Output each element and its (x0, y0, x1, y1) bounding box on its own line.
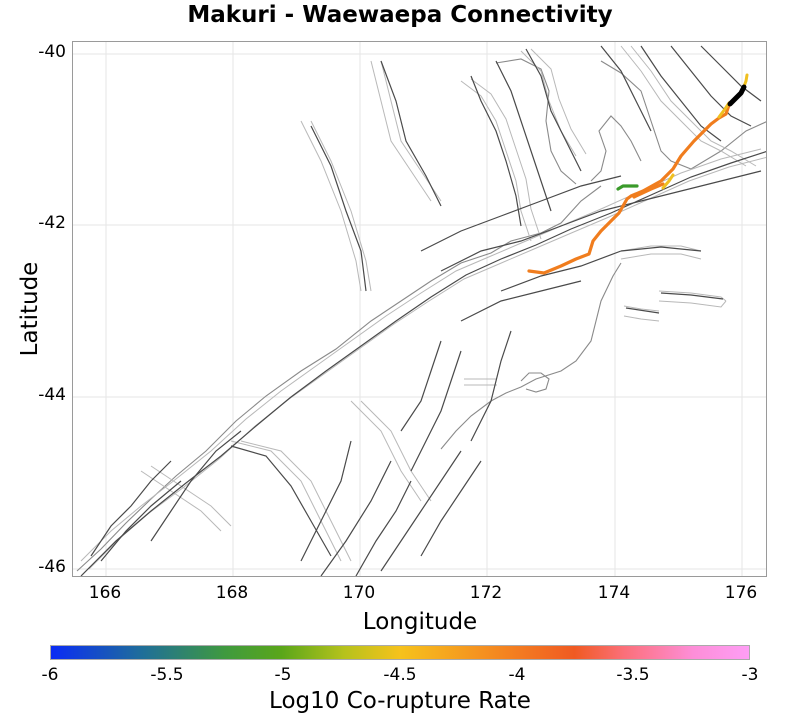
chart-title: Makuri - Waewaepa Connectivity (187, 2, 613, 28)
coastline (76, 58, 766, 572)
map-plot-area (72, 41, 767, 577)
y-axis-label: Latitude (17, 261, 43, 357)
x-tick: 170 (342, 583, 376, 603)
rupture-black-source (727, 84, 747, 107)
y-tick: -46 (38, 557, 66, 577)
rupture-orange-branch (632, 182, 665, 199)
x-tick: 174 (597, 583, 631, 603)
fault-traces (80, 45, 766, 576)
gridlines (73, 42, 766, 576)
y-tick: -42 (38, 213, 66, 233)
y-tick: -44 (38, 385, 66, 405)
rupture-yellow-2 (717, 101, 731, 119)
x-tick: 168 (215, 583, 249, 603)
x-axis-label: Longitude (362, 609, 478, 635)
x-tick: 176 (724, 583, 758, 603)
colorbar-tick: -5 (274, 665, 292, 685)
rupture-yellow-1 (661, 173, 675, 190)
fault-surface-outlines (80, 45, 766, 570)
colorbar-tick: -4.5 (383, 665, 417, 685)
map-canvas (73, 42, 766, 576)
rupture-green (616, 184, 639, 191)
colorbar-tick: -3 (741, 665, 759, 685)
highlighted-ruptures (527, 73, 749, 275)
colorbar-tick: -4 (508, 665, 526, 685)
colorbar-label: Log10 Co-rupture Rate (269, 688, 531, 714)
y-tick: -40 (38, 42, 66, 62)
colorbar-tick: -6 (41, 665, 59, 685)
x-tick: 166 (88, 583, 122, 603)
colorbar-tick: -3.5 (616, 665, 650, 685)
x-tick: 172 (469, 583, 503, 603)
rupture-orange (527, 103, 731, 275)
colorbar-tick: -5.5 (150, 665, 184, 685)
colorbar (50, 645, 750, 660)
